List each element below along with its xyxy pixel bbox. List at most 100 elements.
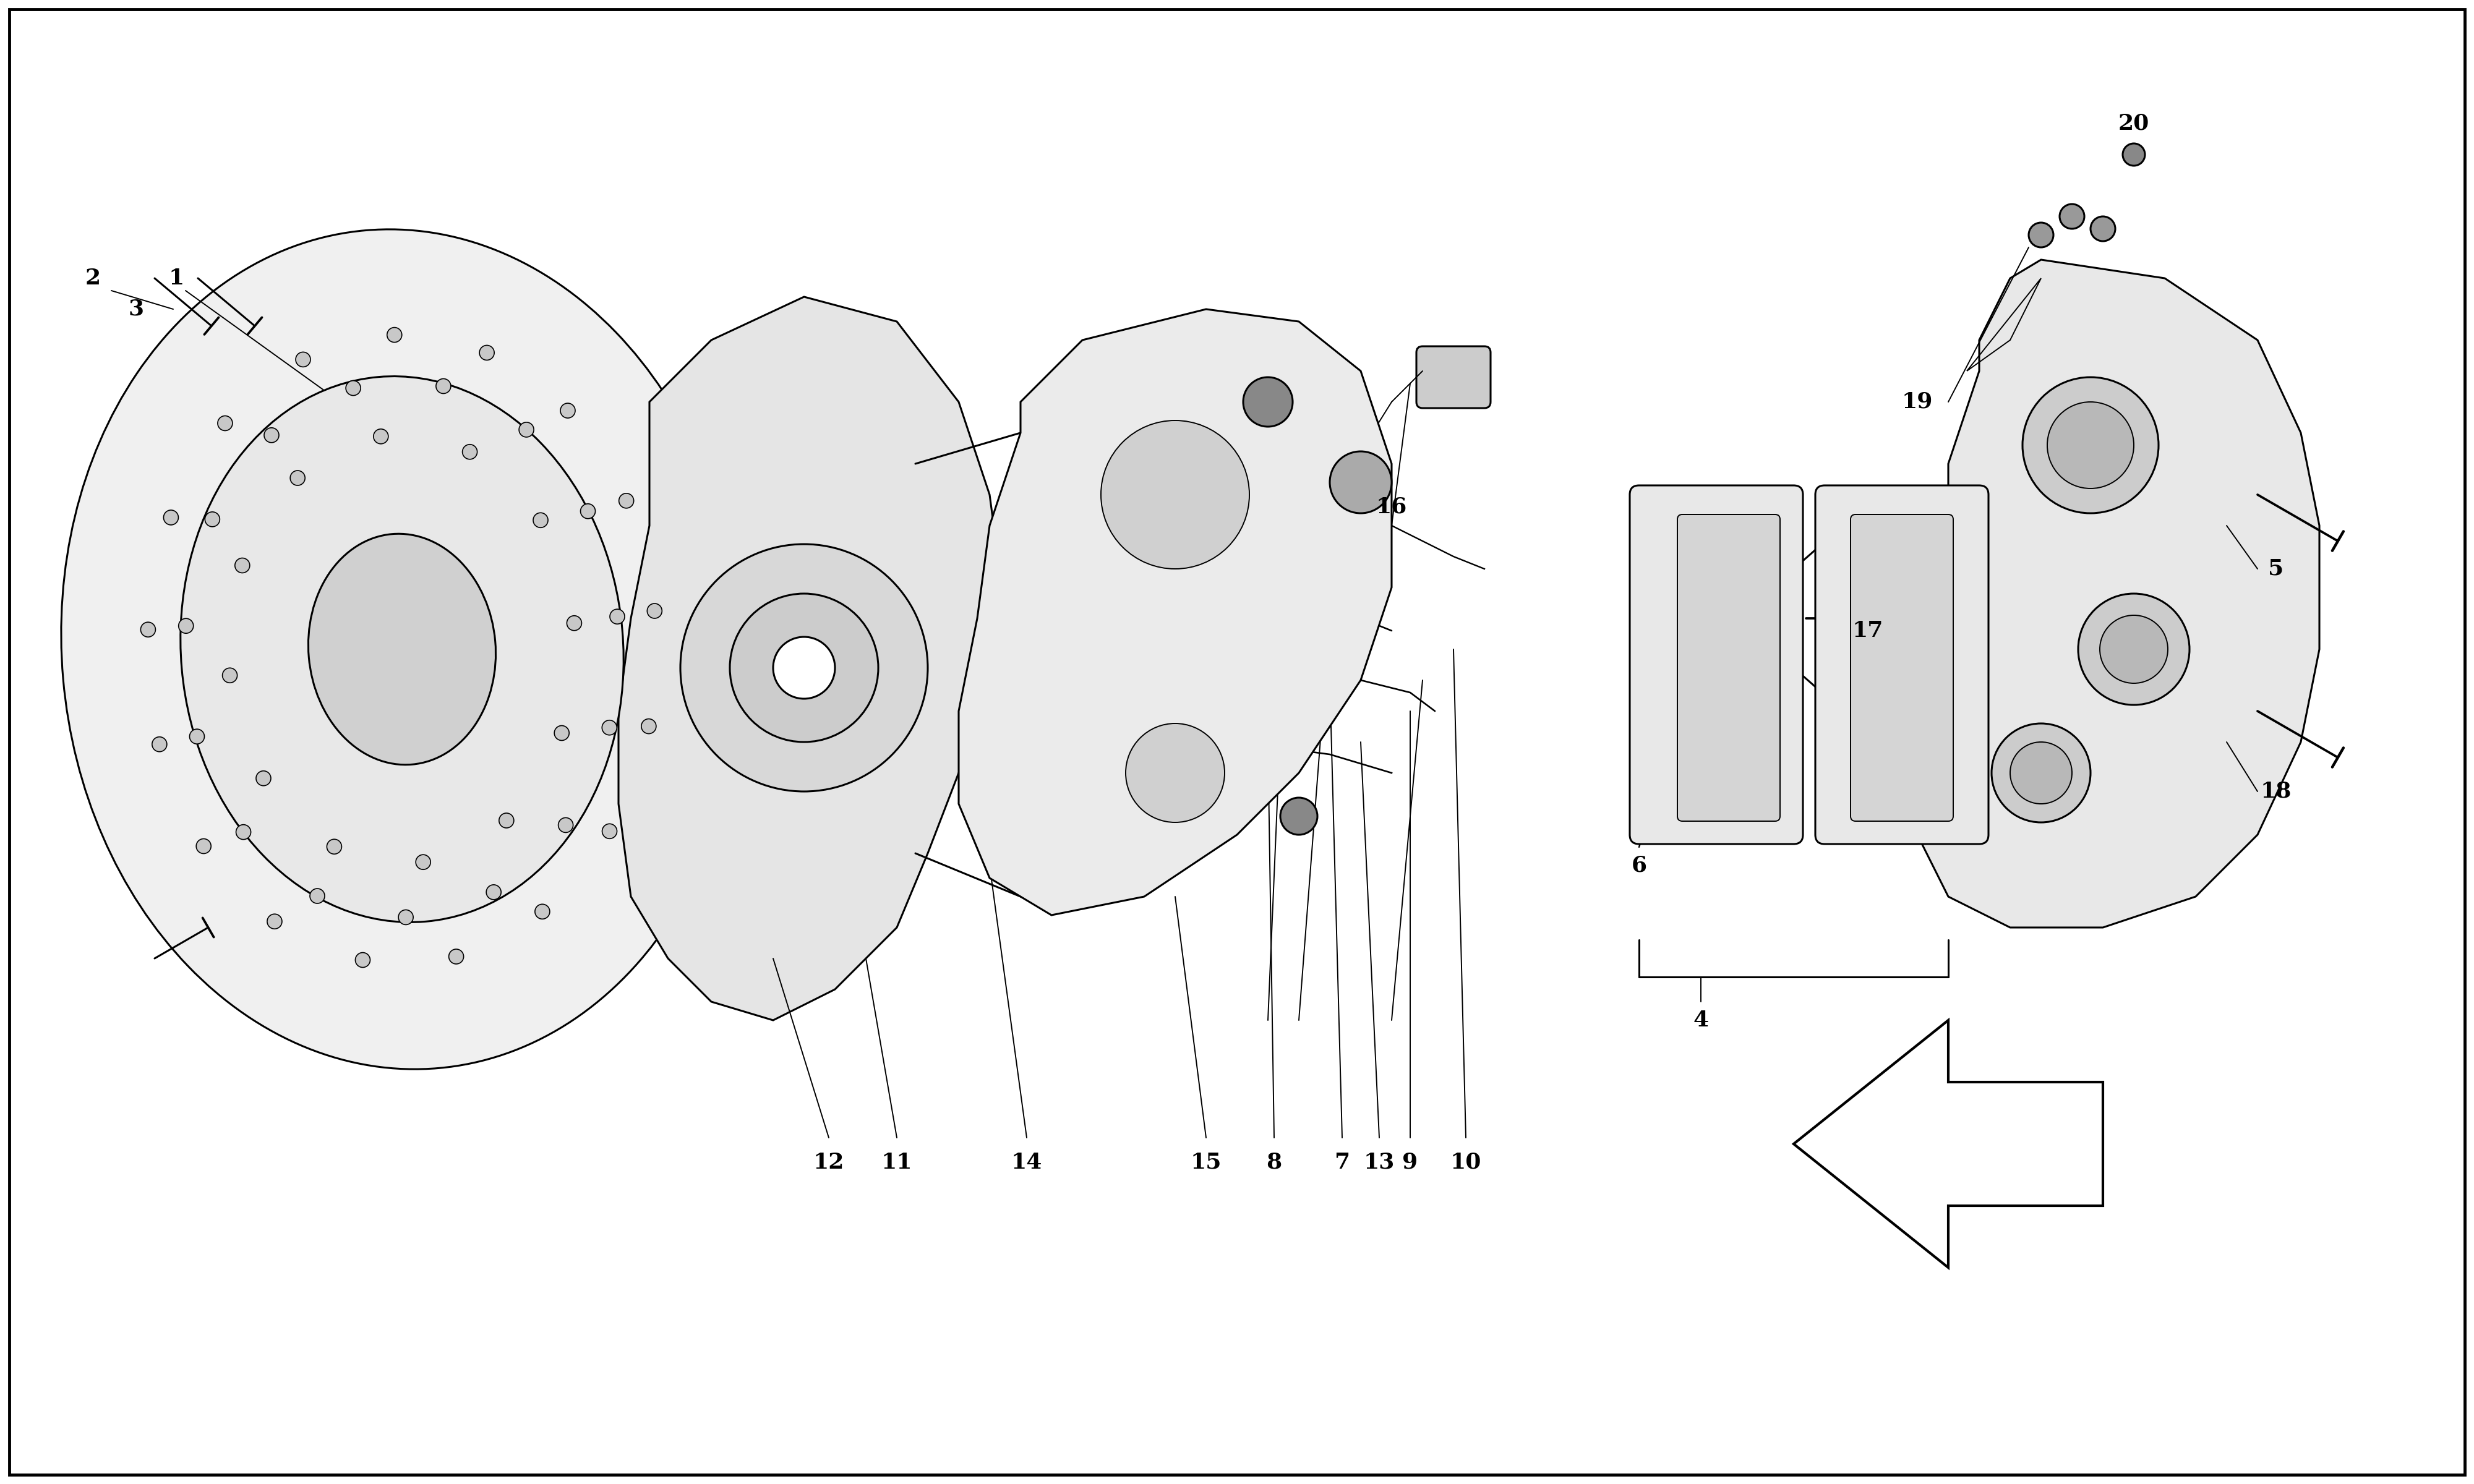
Circle shape	[255, 770, 270, 785]
Circle shape	[386, 328, 401, 343]
Circle shape	[559, 818, 574, 833]
Circle shape	[346, 381, 361, 396]
Circle shape	[1282, 798, 1316, 834]
Text: 3: 3	[129, 298, 143, 319]
Circle shape	[2029, 223, 2053, 248]
Text: 12: 12	[814, 1152, 844, 1172]
Polygon shape	[1917, 260, 2321, 927]
Circle shape	[601, 720, 616, 735]
Circle shape	[2091, 217, 2115, 240]
Circle shape	[336, 570, 364, 597]
Circle shape	[356, 953, 371, 968]
Text: 2: 2	[84, 267, 101, 289]
Circle shape	[2058, 203, 2083, 229]
Circle shape	[195, 838, 210, 853]
Circle shape	[440, 702, 468, 729]
Circle shape	[369, 726, 396, 752]
Circle shape	[554, 726, 569, 741]
FancyBboxPatch shape	[1677, 515, 1781, 821]
Circle shape	[641, 718, 656, 733]
Text: 8: 8	[1267, 1152, 1282, 1172]
Circle shape	[317, 660, 344, 687]
Text: 20: 20	[2118, 113, 2150, 134]
Circle shape	[534, 904, 549, 919]
Circle shape	[1101, 420, 1249, 568]
Circle shape	[534, 513, 549, 528]
Circle shape	[178, 619, 193, 634]
Circle shape	[480, 346, 495, 361]
Text: 18: 18	[2261, 781, 2291, 801]
Text: 1: 1	[168, 267, 183, 289]
Text: 10: 10	[1450, 1152, 1482, 1172]
Circle shape	[374, 429, 388, 444]
Circle shape	[2021, 377, 2157, 513]
Circle shape	[265, 427, 280, 442]
Circle shape	[2100, 616, 2167, 683]
Circle shape	[2123, 144, 2145, 166]
Circle shape	[151, 738, 166, 752]
Circle shape	[2009, 742, 2073, 804]
Circle shape	[1126, 723, 1225, 822]
Text: 9: 9	[1403, 1152, 1418, 1172]
Circle shape	[618, 493, 633, 508]
Circle shape	[1244, 377, 1291, 427]
Circle shape	[581, 503, 596, 518]
Text: 7: 7	[1333, 1152, 1351, 1172]
Circle shape	[730, 594, 878, 742]
Text: 11: 11	[881, 1152, 913, 1172]
Text: 5: 5	[2269, 558, 2284, 579]
Circle shape	[408, 546, 435, 573]
Circle shape	[520, 423, 534, 438]
Ellipse shape	[181, 377, 623, 922]
FancyBboxPatch shape	[1816, 485, 1989, 844]
FancyBboxPatch shape	[1630, 485, 1804, 844]
Circle shape	[460, 611, 487, 638]
Circle shape	[309, 889, 324, 904]
Text: 14: 14	[1012, 1152, 1042, 1172]
Ellipse shape	[62, 230, 742, 1068]
Text: 13: 13	[1363, 1152, 1395, 1172]
Circle shape	[205, 512, 220, 527]
Text: 15: 15	[1190, 1152, 1222, 1172]
Circle shape	[2078, 594, 2189, 705]
Polygon shape	[1794, 1021, 2103, 1267]
Circle shape	[398, 910, 413, 925]
Circle shape	[435, 378, 450, 393]
Circle shape	[680, 545, 928, 791]
Circle shape	[223, 668, 238, 683]
Ellipse shape	[309, 534, 495, 764]
Circle shape	[2046, 402, 2133, 488]
Circle shape	[487, 884, 502, 899]
Circle shape	[235, 825, 250, 840]
Circle shape	[611, 608, 626, 623]
Text: 16: 16	[1376, 497, 1408, 518]
Polygon shape	[960, 309, 1390, 916]
FancyBboxPatch shape	[1851, 515, 1954, 821]
Text: 6: 6	[1630, 855, 1648, 876]
Polygon shape	[618, 297, 1002, 1021]
Text: 17: 17	[1853, 620, 1883, 641]
Circle shape	[235, 558, 250, 573]
Circle shape	[163, 510, 178, 525]
Text: 19: 19	[1903, 392, 1932, 413]
Circle shape	[463, 444, 477, 459]
Circle shape	[297, 352, 312, 367]
Circle shape	[416, 855, 430, 870]
Circle shape	[559, 404, 574, 418]
FancyBboxPatch shape	[1415, 346, 1489, 408]
Circle shape	[648, 604, 663, 619]
Circle shape	[1331, 451, 1390, 513]
Circle shape	[289, 470, 304, 485]
Circle shape	[1992, 723, 2091, 822]
Circle shape	[500, 813, 515, 828]
Text: 4: 4	[1692, 1009, 1710, 1031]
Circle shape	[190, 729, 205, 743]
Circle shape	[601, 824, 616, 838]
Circle shape	[141, 622, 156, 637]
Circle shape	[772, 637, 836, 699]
Circle shape	[327, 840, 341, 855]
Circle shape	[448, 950, 463, 965]
Circle shape	[267, 914, 282, 929]
Circle shape	[567, 616, 581, 631]
Circle shape	[218, 416, 233, 430]
